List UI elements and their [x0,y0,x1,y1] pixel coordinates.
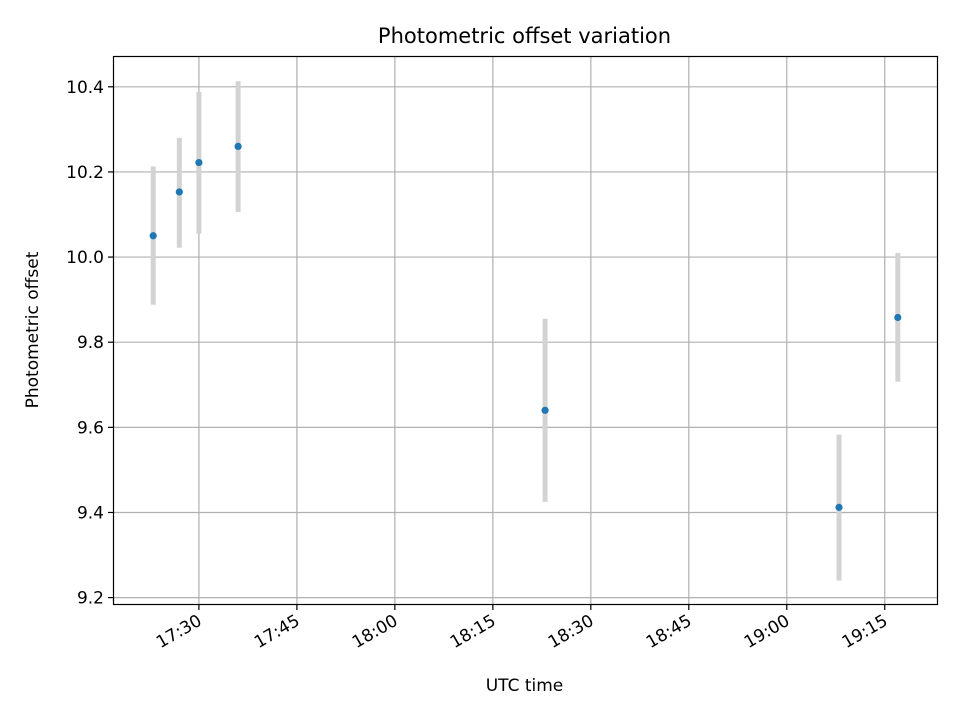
y-axis-ticks: 9.2 9.4 9.6 9.8 10.0 10.2 10.4 [66,78,114,609]
data-point [149,232,157,240]
chart-title: Photometric offset variation [378,24,671,48]
x-axis-ticks: 17:30 17:45 18:00 18:15 18:30 18:45 19:00 19:15 [153,604,891,653]
x-tick-label: 18:30 [545,611,597,653]
data-points [149,142,902,511]
x-tick-label: 17:30 [153,611,205,653]
y-tick-label: 9.2 [77,589,104,609]
y-tick-label: 9.6 [77,418,104,438]
y-tick-label: 10.4 [66,78,104,98]
y-tick-label: 9.8 [77,333,104,353]
y-axis-label: Photometric offset [23,251,43,408]
x-tick-label: 18:45 [643,611,695,653]
error-bars [150,81,901,581]
x-axis-label: UTC time [486,676,564,696]
y-tick-label: 10.0 [66,248,104,268]
x-tick-label: 19:00 [741,611,793,653]
y-tick-label: 9.4 [77,503,104,523]
data-point [195,158,203,167]
plot-frame [112,55,939,606]
x-tick-label: 19:15 [839,611,891,653]
y-tick-label: 10.2 [66,163,104,183]
grid [114,57,937,604]
x-tick-label: 18:00 [349,611,401,653]
data-point [175,188,183,196]
data-point [894,313,902,322]
x-tick-label: 18:15 [447,611,499,653]
data-point [835,503,843,511]
data-point [234,142,242,150]
data-point [541,406,549,414]
x-tick-label: 17:45 [251,611,303,653]
